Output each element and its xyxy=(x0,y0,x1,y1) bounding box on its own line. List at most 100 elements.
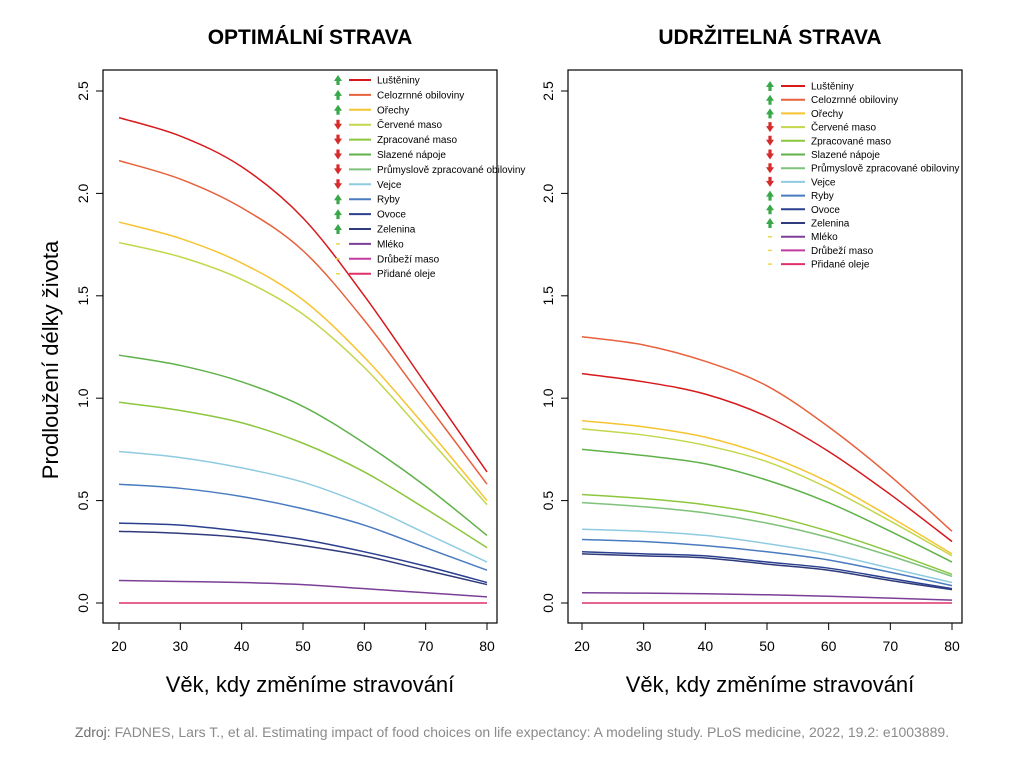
x-tick-label: 40 xyxy=(234,638,250,654)
legend-label: Zelenina xyxy=(811,219,850,230)
arrow-up-icon xyxy=(766,81,774,91)
arrow-up-icon xyxy=(766,108,774,119)
legend-label: Mléko xyxy=(811,232,838,243)
x-tick-label: 30 xyxy=(636,638,652,654)
series-line-ryby xyxy=(581,538,953,587)
x-tick-label: 80 xyxy=(944,638,960,654)
y-tick-label: 1.5 xyxy=(540,286,556,306)
series-line-zpracovane-maso xyxy=(581,493,953,576)
x-tick-label: 70 xyxy=(418,638,434,654)
arrow-up-icon xyxy=(334,104,342,115)
y-tick-label: 1.0 xyxy=(540,388,556,408)
y-tick-label: 2.0 xyxy=(75,183,91,203)
x-tick-label: 70 xyxy=(883,638,899,654)
legend-label: Drůbeží maso xyxy=(811,245,874,257)
series-line-zelenina xyxy=(581,553,953,591)
x-tick-label: 30 xyxy=(173,638,189,654)
series-line-prumyslove-zpracovane-obiloviny xyxy=(581,501,953,578)
series-line-mleko xyxy=(118,579,488,598)
series-line-orechy xyxy=(581,419,953,555)
series-line-celozrnne-obiloviny xyxy=(581,336,953,532)
source-prefix: Zdroj: xyxy=(74,724,111,740)
series-line-zelenina xyxy=(118,530,488,586)
x-axis-title: Věk, kdy změníme stravování xyxy=(626,672,915,697)
legend-label: Slazené nápoje xyxy=(811,150,880,161)
series-line-slazene-napoje xyxy=(118,354,488,537)
arrow-up-icon xyxy=(766,190,774,201)
series-line-ovoce xyxy=(581,551,953,590)
legend-label: Zpracované maso xyxy=(811,136,891,147)
x-tick-label: 40 xyxy=(698,638,714,654)
x-tick-label: 60 xyxy=(357,638,373,654)
y-tick-label: 2.5 xyxy=(75,81,91,101)
series-line-celozrnne-obiloviny xyxy=(118,159,488,485)
arrow-down-icon xyxy=(766,176,774,187)
panel-optimal: OPTIMÁLNÍ STRAVA 20 30 40 50 60 70 80 0.0 0.5 1.0 1… xyxy=(75,26,525,697)
legend-label: Zpracované maso xyxy=(377,135,457,146)
arrow-down-icon xyxy=(766,149,774,160)
arrow-down-icon xyxy=(334,179,342,190)
arrow-up-icon xyxy=(334,194,342,205)
arrow-up-icon xyxy=(766,204,774,215)
arrow-up-icon xyxy=(334,209,342,220)
legend-label: Průmyslově zpracované obiloviny xyxy=(811,163,959,175)
legend-label: Celozrnné obiloviny xyxy=(377,90,464,101)
x-tick-label: 20 xyxy=(111,638,127,654)
arrow-down-icon xyxy=(334,134,342,145)
arrow-up-icon xyxy=(334,89,342,100)
legend-label: Mléko xyxy=(377,239,404,250)
arrow-down-icon xyxy=(334,164,342,175)
legend-label: Ryby xyxy=(811,191,834,202)
series-line-lusteniny xyxy=(118,116,488,473)
y-tick-label: 1.5 xyxy=(75,286,91,306)
arrow-down-icon xyxy=(766,163,774,174)
legend-label: Ořechy xyxy=(811,109,843,120)
plot-frame xyxy=(567,69,963,624)
legend-label: Vejce xyxy=(811,177,836,188)
arrow-down-icon xyxy=(766,122,774,133)
chart-title: OPTIMÁLNÍ STRAVA xyxy=(208,26,413,49)
y-tick-label: 2.5 xyxy=(540,81,556,101)
series-line-slazene-napoje xyxy=(581,448,953,563)
x-axis-title: Věk, kdy změníme stravování xyxy=(166,672,455,697)
legend-label: Celozrnné obiloviny xyxy=(811,95,898,106)
legend-label: Ovoce xyxy=(377,210,406,221)
y-tick-label: 2.0 xyxy=(540,183,556,203)
arrow-up-icon xyxy=(766,218,774,228)
legend-label: Přidané oleje xyxy=(377,269,436,280)
y-tick-label: 0.0 xyxy=(540,593,556,613)
chart-title: UDRŽITELNÁ STRAVA xyxy=(658,25,881,49)
arrow-up-icon xyxy=(766,94,774,105)
x-tick-label: 50 xyxy=(295,638,311,654)
y-tick-label: 0.5 xyxy=(540,491,556,511)
x-tick-label: 50 xyxy=(759,638,775,654)
legend-label: Přidané oleje xyxy=(811,260,870,271)
series-line-zpracovane-maso xyxy=(118,401,488,549)
legend-label: Luštěniny xyxy=(377,76,420,87)
legend-label: Červené maso xyxy=(811,121,876,134)
arrow-down-icon xyxy=(766,135,774,146)
series-line-ovoce xyxy=(118,522,488,584)
y-tick-label: 0.5 xyxy=(75,491,91,511)
panel-sustainable: UDRŽITELNÁ STRAVA 20 30 40 50 60 70 80 0.0 0.5 1.0… xyxy=(540,25,963,697)
source-text: FADNES, Lars T., et al. Estimating impac… xyxy=(114,724,950,740)
legend-label: Průmyslově zpracované obiloviny xyxy=(377,164,525,176)
source-citation: Zdroj: FADNES, Lars T., et al. Estimatin… xyxy=(0,723,1024,742)
arrow-up-icon xyxy=(334,75,342,85)
series-line-mleko xyxy=(581,592,953,601)
legend-label: Ovoce xyxy=(811,205,840,216)
series-line-cervene-maso xyxy=(581,428,953,557)
series-line-vejce xyxy=(581,528,953,584)
series-line-ryby xyxy=(118,483,488,571)
y-axis-title: Prodloužení délky života xyxy=(38,240,63,479)
x-tick-label: 80 xyxy=(479,638,495,654)
x-tick-label: 60 xyxy=(821,638,837,654)
legend-label: Ryby xyxy=(377,195,400,206)
x-tick-label: 20 xyxy=(574,638,590,654)
legend-label: Slazené nápoje xyxy=(377,150,446,161)
series-line-lusteniny xyxy=(581,372,953,543)
legend-label: Červené maso xyxy=(377,118,442,131)
arrow-down-icon xyxy=(334,119,342,130)
series-line-orechy xyxy=(118,221,488,502)
chart-canvas: Prodloužení délky života OPTIMÁLNÍ STRAV… xyxy=(38,25,963,697)
